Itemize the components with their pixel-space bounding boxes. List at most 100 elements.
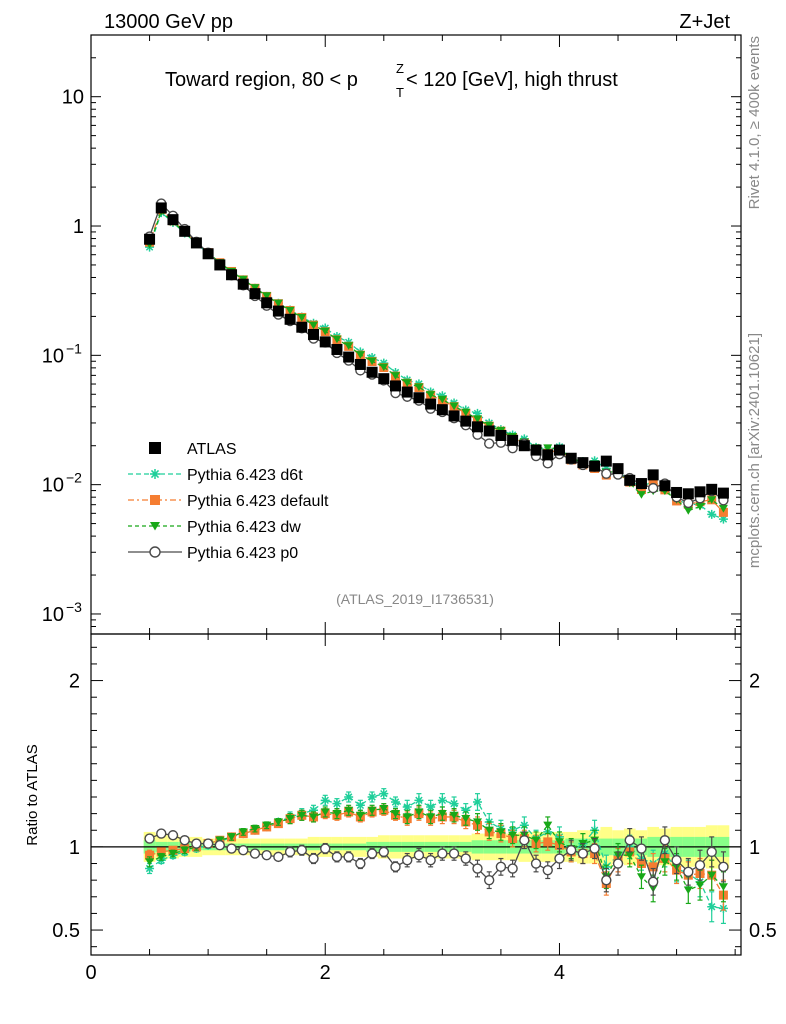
ratio-point-d6t [332,799,342,809]
ratio-point-p0 [647,876,659,888]
main-point-atlas [717,487,729,499]
ratio-point-p0 [636,843,647,854]
main-point-dw [297,313,307,322]
main-point-dw [707,496,717,504]
y-tick-exponent: −1 [66,340,82,356]
main-point-dw [472,415,482,424]
ratio-point-p0 [238,845,249,856]
ratio-point-d6t [461,805,471,815]
ratio-point-p0 [425,854,436,866]
ratio-point-p0 [355,858,366,869]
ratio-point-p0 [331,851,343,863]
ratio-point-p0 [413,850,425,861]
main-point-atlas [272,305,284,317]
ratio-point-p0 [273,851,284,863]
ratio-point-dw [531,836,541,845]
main-point-atlas [682,488,694,500]
ratio-point-dw [344,806,354,815]
main-point-atlas [319,336,331,348]
ratio-point-p0 [214,840,226,851]
main-point-atlas [635,478,647,490]
ratio-point-p0 [202,838,214,849]
legend-marker-p0 [149,546,161,558]
ratio-point-p0 [659,835,671,846]
y-tick-label-main: 10 [42,604,64,626]
main-point-atlas [155,202,167,214]
main-point-atlas [296,321,308,333]
ratio-point-d6t [309,805,319,815]
ratio-point-dw [238,828,248,836]
ratio-point-d6t [367,792,377,802]
y-tick-label-ratio-right: 1 [749,837,760,859]
ratio-point-p0 [671,854,682,866]
ratio-point-p0 [519,835,530,846]
ratio-point-default [145,850,155,860]
main-point-atlas [706,483,718,495]
rivet-label: Rivet 4.1.0, ≥ 400k events [746,36,763,209]
ratio-point-dw [297,811,307,820]
main-point-atlas [331,343,343,355]
title-part1: Toward region, 80 < p [165,69,358,91]
main-point-dw [379,363,389,372]
ratio-point-dw [332,810,342,818]
main-point-atlas [659,480,671,492]
ratio-point-p0 [343,851,354,863]
ratio-point-dw [484,826,494,835]
main-point-default [648,477,658,487]
main-point-atlas [553,444,565,456]
title-subscript: T [396,85,404,100]
main-point-atlas [261,297,273,309]
main-point-atlas [542,449,554,461]
main-point-atlas [436,404,448,416]
legend-label-d6t: Pythia 6.423 d6t [187,467,303,484]
ratio-point-dw [355,811,365,820]
ratio-point-dw [145,858,155,866]
x-tick-label: 0 [85,962,96,984]
ratio-point-p0 [308,853,319,864]
ratio-point-p0 [167,830,179,841]
ratio-point-p0 [589,843,600,854]
ratio-point-p0 [378,846,389,858]
y-tick-label-main: 10 [62,87,84,109]
ratio-point-dw [156,853,166,861]
ratio-point-p0 [718,861,729,873]
ratio-point-dw [543,821,553,830]
ratio-point-dw [309,813,319,822]
ratio-point-d6t [437,795,447,805]
main-point-dw [543,444,553,453]
y-tick-label-main: 10 [42,345,64,367]
ratio-point-d6t [402,802,412,812]
main-line-p0 [148,202,724,504]
ratio-point-d6t [145,864,155,874]
ratio-point-dw [554,838,564,846]
main-point-dw [426,391,436,399]
title-part2: < 120 [GeV], high thrust [406,69,618,91]
ratio-point-default [636,859,646,869]
ratio-point-dw [379,805,389,813]
y-tick-label-ratio: 1 [69,837,80,859]
main-point-atlas [530,444,542,456]
ratio-point-dw [426,813,436,822]
y-tick-label-ratio-right: 2 [749,671,760,693]
main-point-dw [355,351,365,359]
ratio-point-dw [496,828,506,836]
ratio-point-p0 [683,866,694,878]
ratio-point-d6t [414,795,424,805]
main-point-default [636,484,646,494]
main-point-atlas [214,259,226,271]
main-point-atlas [483,425,495,437]
ratio-point-dw [320,808,330,817]
main-point-atlas [308,328,320,340]
main-point-atlas [249,288,261,300]
main-point-atlas [671,486,683,498]
ratio-point-dw [402,813,412,822]
ratio-point-dw [180,846,190,855]
header-right-label: Z+Jet [679,11,730,33]
main-point-dw [461,408,471,417]
ratio-point-dw [273,818,283,826]
main-point-dw [344,342,354,350]
ratio-point-p0 [156,828,167,839]
ratio-point-p0 [706,846,717,858]
x-tick-label: 2 [320,962,331,984]
